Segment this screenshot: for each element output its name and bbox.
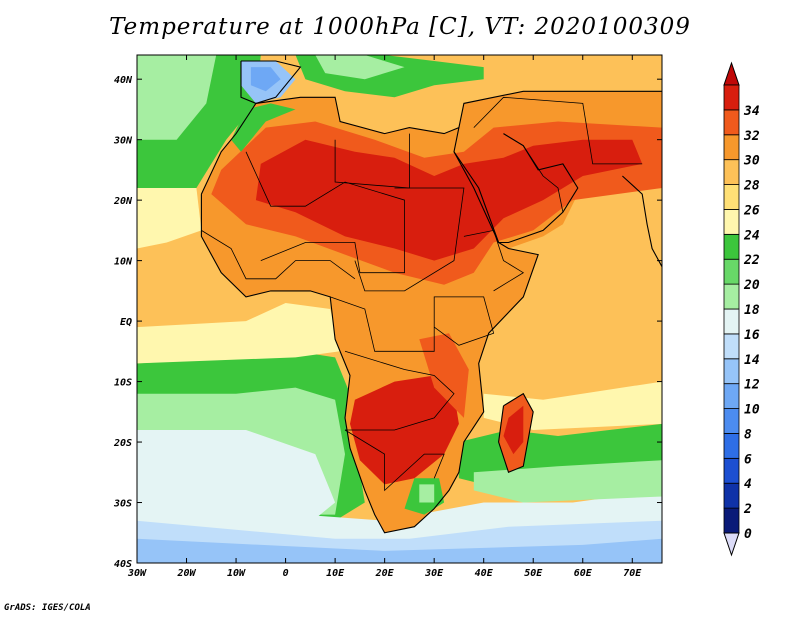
x-tick-label: 20W <box>176 568 196 579</box>
border-b7 <box>433 296 495 346</box>
temperature-field <box>137 55 662 563</box>
colorbar-label: 2 <box>743 502 752 517</box>
region-sahara-red <box>255 139 643 261</box>
y-tick-label: 10N <box>114 257 133 268</box>
colorbar-label: 28 <box>743 179 760 194</box>
colorbar-over-triangle <box>723 61 740 86</box>
colorbar-label: 34 <box>743 104 760 119</box>
colorbar-label: 10 <box>744 403 760 418</box>
region-east-africa-orange <box>419 333 469 418</box>
coastline-africa-coast <box>200 96 539 534</box>
colorbar-label: 20 <box>743 278 760 293</box>
y-tick-label: EQ <box>120 317 132 328</box>
colorbar-segment <box>723 209 740 235</box>
colorbar-label: 16 <box>744 328 760 343</box>
border-b6 <box>344 429 445 492</box>
colorbar-segment <box>723 134 740 161</box>
coastline-iberia-coast <box>240 60 302 104</box>
region-s-atlantic-pale <box>137 430 336 527</box>
colorbar-segment <box>723 233 740 260</box>
colorbar-segment <box>723 283 740 310</box>
y-tick-label: 20S <box>113 438 132 449</box>
colorbar-label: 8 <box>744 427 752 442</box>
colorbar-label: 24 <box>743 228 760 243</box>
region-nw-atlantic-light <box>137 55 217 140</box>
x-tick-label: 50E <box>524 568 543 579</box>
x-tick-label: 60E <box>574 568 593 579</box>
colorbar-label: 12 <box>744 378 760 393</box>
colorbar-label: 30 <box>743 154 760 169</box>
region-iberia-blue-inner <box>250 67 281 92</box>
x-tick-label: 70E <box>623 568 642 579</box>
y-tick-label: 40N <box>114 75 133 86</box>
border-b3 <box>354 187 465 292</box>
map-frame <box>136 54 663 564</box>
map-title: Temperature at 1000hPa [C], VT: 20201003… <box>109 14 691 40</box>
x-tick-label: 10W <box>227 568 246 579</box>
colorbar-segment <box>723 109 740 136</box>
colorbar-segment <box>723 84 740 111</box>
region-southern-ocean-blue2 <box>137 538 662 563</box>
y-tick-label: 20N <box>113 196 133 207</box>
colorbar-segment <box>723 308 740 335</box>
coastline-arabia-south-coast <box>453 133 579 244</box>
footer-credit: GrADS: IGES/COLA <box>4 603 91 613</box>
colorbar-label: 0 <box>744 527 752 542</box>
x-tick-label: 30W <box>127 568 147 579</box>
coastline-arabia-coast <box>458 90 662 128</box>
colorbar-segment <box>723 383 740 409</box>
border-b4 <box>330 296 454 352</box>
colorbar-label: 18 <box>744 303 760 318</box>
region-atlas-green <box>231 103 296 152</box>
region-madagascar-red <box>503 405 524 455</box>
region-southern-africa-red <box>350 375 459 485</box>
border-b11 <box>473 96 643 165</box>
colorbar-label: 4 <box>744 477 752 492</box>
y-tick-label: 40S <box>114 559 132 570</box>
y-tick-label: 30S <box>113 499 132 510</box>
coastline-india-coast <box>622 175 662 267</box>
border-b9 <box>201 230 356 280</box>
region-indian-light <box>473 460 662 503</box>
colorbar-label: 26 <box>743 203 760 218</box>
border-b1 <box>245 151 405 274</box>
region-med-light <box>315 55 405 80</box>
colorbar-segment <box>723 482 740 509</box>
coastline-madagascar-coast <box>498 392 534 474</box>
x-tick-label: 40E <box>475 568 494 579</box>
latitude-ticks: 40N 30N 20N 10N EQ 10S 20S 30S 40S <box>113 75 662 570</box>
x-tick-label: 20E <box>375 568 395 579</box>
region-equatorial-yellow <box>137 303 341 364</box>
region-n-atlantic-yellow <box>137 188 202 249</box>
longitude-ticks: 30W 20W 10W 0 10E 20E 30E 40E 50E 60E 70E <box>127 55 642 579</box>
colorbar-segment <box>723 457 740 484</box>
colorbar-segment <box>723 507 740 534</box>
region-drakensberg-light <box>419 484 435 503</box>
colorbar-label: 6 <box>744 452 752 467</box>
colorbar-segment <box>723 333 740 360</box>
y-tick-label: 10S <box>114 378 132 389</box>
colorbar-segment <box>723 408 740 434</box>
map-plot-area <box>137 55 662 563</box>
border-b5 <box>344 350 455 431</box>
colorbar-label: 14 <box>744 353 760 368</box>
coastlines <box>200 60 662 534</box>
colorbar-under-triangle <box>723 532 740 557</box>
border-b2 <box>334 133 410 189</box>
colorbar-label: 32 <box>743 129 760 144</box>
country-borders <box>201 96 643 492</box>
colorbar-segment <box>723 258 740 285</box>
colorbar-segment <box>723 433 740 459</box>
x-tick-label: 0 <box>283 568 289 579</box>
y-tick-label: 30N <box>113 136 133 147</box>
x-tick-label: 10E <box>326 568 345 579</box>
colorbar-segment <box>723 184 740 210</box>
border-b8 <box>463 229 525 292</box>
colorbar-segment <box>723 159 740 185</box>
colorbar-label: 22 <box>743 253 760 268</box>
colorbar-segment <box>723 358 740 385</box>
x-tick-label: 30E <box>424 568 444 579</box>
